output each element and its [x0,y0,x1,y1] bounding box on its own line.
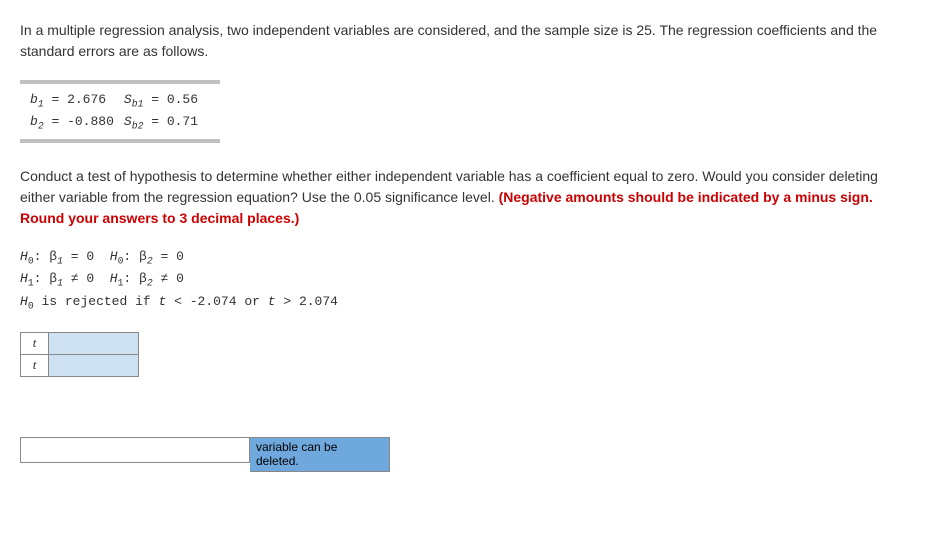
t-answer-table: t t [20,332,139,377]
hypothesis-line-1: H0: β1 = 0 H0: β2 = 0 [20,247,915,269]
sb1-cell: Sb1 = 0.56 [124,90,208,112]
intro-paragraph: In a multiple regression analysis, two i… [20,20,915,62]
sb2-cell: Sb2 = 0.71 [124,112,208,134]
instruction-paragraph: Conduct a test of hypothesis to determin… [20,166,915,229]
b1-cell: b1 = 2.676 [30,90,124,112]
rejection-rule: H0 is rejected if t < -2.074 or t > 2.07… [20,292,915,314]
t-label-1: t [21,332,49,354]
hypothesis-line-2: H1: β1 ≠ 0 H1: β2 ≠ 0 [20,269,915,291]
coefficients-box: b1 = 2.676 Sb1 = 0.56 b2 = -0.880 Sb2 = … [20,80,220,143]
conclusion-row: variable can be deleted. [20,437,915,472]
t-label-2: t [21,354,49,376]
conclusion-label: variable can be deleted. [250,437,390,472]
b2-cell: b2 = -0.880 [30,112,124,134]
conclusion-input[interactable] [20,437,250,463]
hypothesis-block: H0: β1 = 0 H0: β2 = 0 H1: β1 ≠ 0 H1: β2 … [20,247,915,314]
t-input-1[interactable] [49,333,138,354]
t-input-2[interactable] [49,355,138,376]
